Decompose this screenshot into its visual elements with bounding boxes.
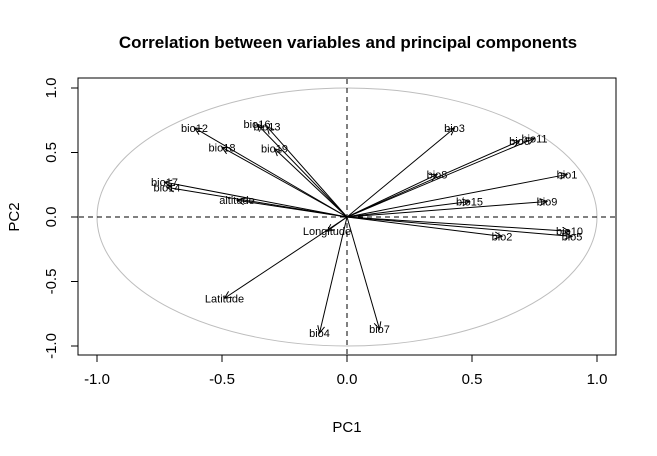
arrow-bio7 bbox=[346, 216, 380, 330]
arrow-bio13 bbox=[266, 126, 348, 218]
label-bio4: bio4 bbox=[309, 328, 330, 340]
arrow-bio11 bbox=[346, 137, 535, 218]
arrow-bio4 bbox=[319, 216, 348, 334]
arrow-bio1 bbox=[346, 173, 568, 218]
arrowhead-bio9 bbox=[539, 198, 549, 206]
label-longitude: Longitude bbox=[303, 226, 351, 238]
label-bio19: bio19 bbox=[261, 144, 288, 156]
y-axis-label: PC2 bbox=[6, 202, 23, 231]
arrow-bio2 bbox=[346, 216, 503, 237]
arrow-bio18 bbox=[221, 146, 348, 218]
arrowhead-bio6 bbox=[511, 140, 521, 148]
arrowhead-bio1 bbox=[559, 171, 569, 180]
x-tick-label: 0.0 bbox=[337, 371, 358, 388]
label-bio15: bio15 bbox=[456, 197, 483, 209]
x-tick-label: 1.0 bbox=[587, 371, 608, 388]
label-bio2: bio2 bbox=[492, 231, 513, 243]
label-bio9: bio9 bbox=[537, 197, 558, 209]
label-altitude: altitude bbox=[219, 195, 254, 207]
arrowhead-bio3 bbox=[446, 127, 456, 136]
arrowhead-bio19 bbox=[273, 147, 283, 157]
y-tick-label: 0.0 bbox=[43, 207, 60, 228]
x-tick-label: -0.5 bbox=[209, 371, 235, 388]
y-tick-label: -0.5 bbox=[43, 269, 60, 295]
arrowhead-altitude bbox=[235, 197, 245, 206]
arrow-altitude bbox=[236, 199, 348, 218]
arrowhead-bio11 bbox=[526, 137, 536, 145]
arrow-bio17 bbox=[164, 181, 348, 218]
y-axis: -1.0 -0.5 0.0 0.5 1.0 bbox=[43, 78, 79, 359]
arrowhead-bio7 bbox=[373, 321, 382, 331]
label-latitude: Latitude bbox=[205, 293, 244, 305]
label-bio16: bio16 bbox=[244, 119, 271, 131]
label-bio13: bio13 bbox=[254, 122, 281, 134]
arrow-bio3 bbox=[346, 127, 455, 218]
arrow-bio19 bbox=[274, 148, 348, 218]
label-bio18: bio18 bbox=[209, 142, 236, 154]
arrowhead-bio2 bbox=[494, 231, 504, 240]
label-bio12: bio12 bbox=[181, 123, 208, 135]
x-tick-label: 0.5 bbox=[462, 371, 483, 388]
arrowhead-bio17 bbox=[163, 179, 173, 188]
x-tick-label: -1.0 bbox=[84, 371, 110, 388]
label-bio3: bio3 bbox=[444, 123, 465, 135]
arrowhead-bio4 bbox=[317, 325, 325, 335]
arrowhead-bio13 bbox=[266, 125, 275, 135]
label-bio8: bio8 bbox=[427, 169, 448, 181]
label-bio6: bio6 bbox=[509, 136, 530, 148]
y-tick-label: -1.0 bbox=[43, 333, 60, 359]
x-axis: -1.0 -0.5 0.0 0.5 1.0 bbox=[84, 354, 608, 388]
x-axis-label: PC1 bbox=[332, 419, 361, 436]
label-bio14: bio14 bbox=[154, 182, 181, 194]
label-bio7: bio7 bbox=[369, 324, 390, 336]
label-bio5: bio5 bbox=[562, 231, 583, 243]
arrowhead-bio15 bbox=[461, 198, 471, 207]
arrowhead-bio10 bbox=[561, 226, 571, 235]
arrow-bio15 bbox=[346, 201, 470, 218]
arrow-bio10 bbox=[346, 216, 570, 232]
y-tick-label: 1.0 bbox=[43, 78, 60, 99]
label-bio1: bio1 bbox=[557, 169, 578, 181]
arrowhead-latitude bbox=[223, 291, 233, 299]
arrow-bio12 bbox=[194, 127, 348, 218]
arrowhead-bio12 bbox=[193, 127, 203, 135]
y-tick-label: 0.5 bbox=[43, 142, 60, 163]
arrow-bio8 bbox=[346, 173, 438, 218]
arrowhead-bio18 bbox=[220, 146, 231, 155]
chart-title: Correlation between variables and princi… bbox=[119, 33, 577, 52]
arrowhead-bio16 bbox=[256, 123, 265, 132]
arrow-bio16 bbox=[256, 123, 348, 218]
arrowhead-bio5 bbox=[564, 231, 574, 240]
label-bio11: bio11 bbox=[521, 133, 547, 145]
arrowhead-bio14 bbox=[165, 184, 175, 193]
arrow-bio5 bbox=[346, 216, 573, 237]
arrow-latitude bbox=[224, 216, 348, 299]
arrow-bio9 bbox=[346, 201, 548, 218]
arrowhead-bio8 bbox=[428, 173, 439, 181]
arrowhead-longitude bbox=[326, 223, 335, 232]
